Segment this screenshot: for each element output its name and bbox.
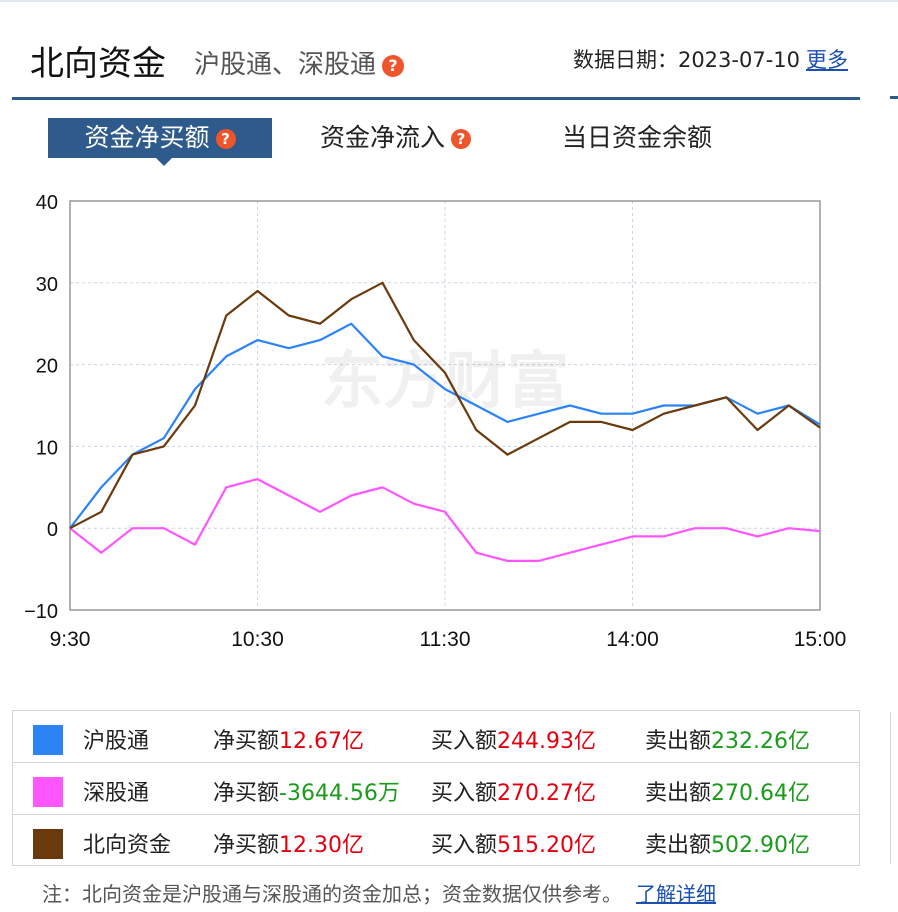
footnote-text: 注：北向资金是沪股通与深股通的资金加总；资金数据仅供参考。 — [42, 882, 622, 906]
header-border-stub — [890, 96, 898, 99]
subtitle-text: 沪股通、深股通 — [194, 50, 377, 80]
net-value: 12.67亿 — [279, 729, 364, 754]
more-link[interactable]: 更多 — [806, 48, 848, 72]
series-line-north — [69, 281, 821, 530]
net-label: 净买额 — [213, 833, 280, 858]
x-tick-label: 11:30 — [420, 628, 471, 651]
chart-area: 40 30 20 10 0 −10 9:30 10:30 11:30 14:00 15:00 东方财富 — [0, 180, 898, 660]
date-info: 数据日期：2023-07-10 更多 — [573, 44, 848, 74]
legend-buy: 买入额270.27亿 — [431, 775, 596, 807]
tab-net-inflow-label: 资金净流入 — [320, 123, 446, 152]
x-tick-label: 14:00 — [606, 628, 659, 651]
question-icon[interactable]: ? — [451, 129, 472, 149]
table-border-stub — [890, 712, 898, 864]
tab-balance[interactable]: 当日资金余额 — [562, 118, 712, 158]
date-label: 数据日期： — [572, 48, 678, 72]
sell-value: 232.26亿 — [711, 729, 810, 754]
question-icon[interactable]: ? — [215, 129, 236, 149]
y-tick-label: −10 — [24, 601, 58, 623]
net-value: 12.30亿 — [279, 833, 364, 858]
date-value: 2023-07-10 — [677, 48, 800, 72]
x-tick-label: 10:30 — [231, 628, 284, 651]
question-icon[interactable]: ? — [382, 54, 405, 77]
legend-swatch-north — [33, 829, 63, 859]
learn-more-link[interactable]: 了解详细 — [636, 882, 716, 906]
legend-sell: 卖出额502.90亿 — [645, 827, 810, 859]
legend-sell: 卖出额232.26亿 — [645, 723, 810, 755]
watermark: 东方财富 — [321, 344, 569, 417]
footnote: 注：北向资金是沪股通与深股通的资金加总；资金数据仅供参考。 了解详细 — [42, 878, 716, 907]
buy-value: 270.27亿 — [497, 781, 596, 806]
y-tick-label: 40 — [36, 192, 58, 214]
legend-swatch-sz — [33, 777, 63, 807]
panel-header: 北向资金 沪股通、深股通? 数据日期：2023-07-10 更多 — [12, 26, 860, 100]
net-value: -3644.56万 — [279, 781, 400, 806]
page-title: 北向资金 — [30, 44, 166, 84]
legend-buy: 买入额244.93亿 — [431, 723, 596, 755]
top-border — [0, 0, 898, 2]
sell-value: 270.64亿 — [711, 781, 810, 806]
legend-net: 净买额-3644.56万 — [213, 775, 400, 807]
y-tick-label: 0 — [47, 519, 58, 541]
buy-label: 买入额 — [431, 729, 498, 754]
northbound-chart: 40 30 20 10 0 −10 9:30 10:30 11:30 14:00 15:00 东方财富 — [24, 192, 847, 651]
legend-sell: 卖出额270.64亿 — [645, 775, 810, 807]
sell-value: 502.90亿 — [711, 833, 810, 858]
legend-row-sz: 深股通 净买额-3644.56万 买入额270.27亿 卖出额270.64亿 — [13, 763, 859, 815]
legend-buy: 买入额515.20亿 — [431, 827, 596, 859]
tab-net-inflow[interactable]: 资金净流入? — [320, 118, 472, 158]
tab-balance-label: 当日资金余额 — [562, 123, 713, 152]
legend-row-north: 北向资金 净买额12.30亿 买入额515.20亿 卖出额502.90亿 — [13, 815, 859, 867]
plot-border — [69, 200, 821, 611]
tab-net-buy-label: 资金净买额 — [84, 123, 210, 152]
buy-value: 244.93亿 — [497, 729, 596, 754]
x-tick-label: 15:00 — [794, 628, 847, 651]
legend-swatch-sh — [33, 725, 63, 755]
tab-net-buy[interactable]: 资金净买额? — [48, 118, 272, 166]
page-subtitle: 沪股通、深股通? — [194, 44, 405, 81]
legend-net: 净买额12.67亿 — [213, 723, 364, 755]
sell-label: 卖出额 — [645, 833, 712, 858]
buy-value: 515.20亿 — [497, 833, 596, 858]
buy-label: 买入额 — [431, 781, 498, 806]
legend-net: 净买额12.30亿 — [213, 827, 364, 859]
y-tick-label: 30 — [36, 274, 58, 296]
series-line-sz — [69, 478, 821, 562]
legend-name: 北向资金 — [83, 833, 172, 858]
buy-label: 买入额 — [431, 833, 498, 858]
legend-name: 沪股通 — [83, 729, 150, 754]
net-label: 净买额 — [213, 729, 280, 754]
sell-label: 卖出额 — [645, 781, 712, 806]
legend-table: 沪股通 净买额12.67亿 买入额244.93亿 卖出额232.26亿 深股通 … — [12, 710, 860, 866]
sell-label: 卖出额 — [645, 729, 712, 754]
net-label: 净买额 — [213, 781, 280, 806]
legend-row-sh: 沪股通 净买额12.67亿 买入额244.93亿 卖出额232.26亿 — [13, 711, 859, 763]
x-tick-label: 9:30 — [50, 628, 91, 651]
y-tick-label: 20 — [36, 356, 58, 378]
y-tick-label: 10 — [36, 437, 58, 459]
legend-name: 深股通 — [83, 781, 150, 806]
